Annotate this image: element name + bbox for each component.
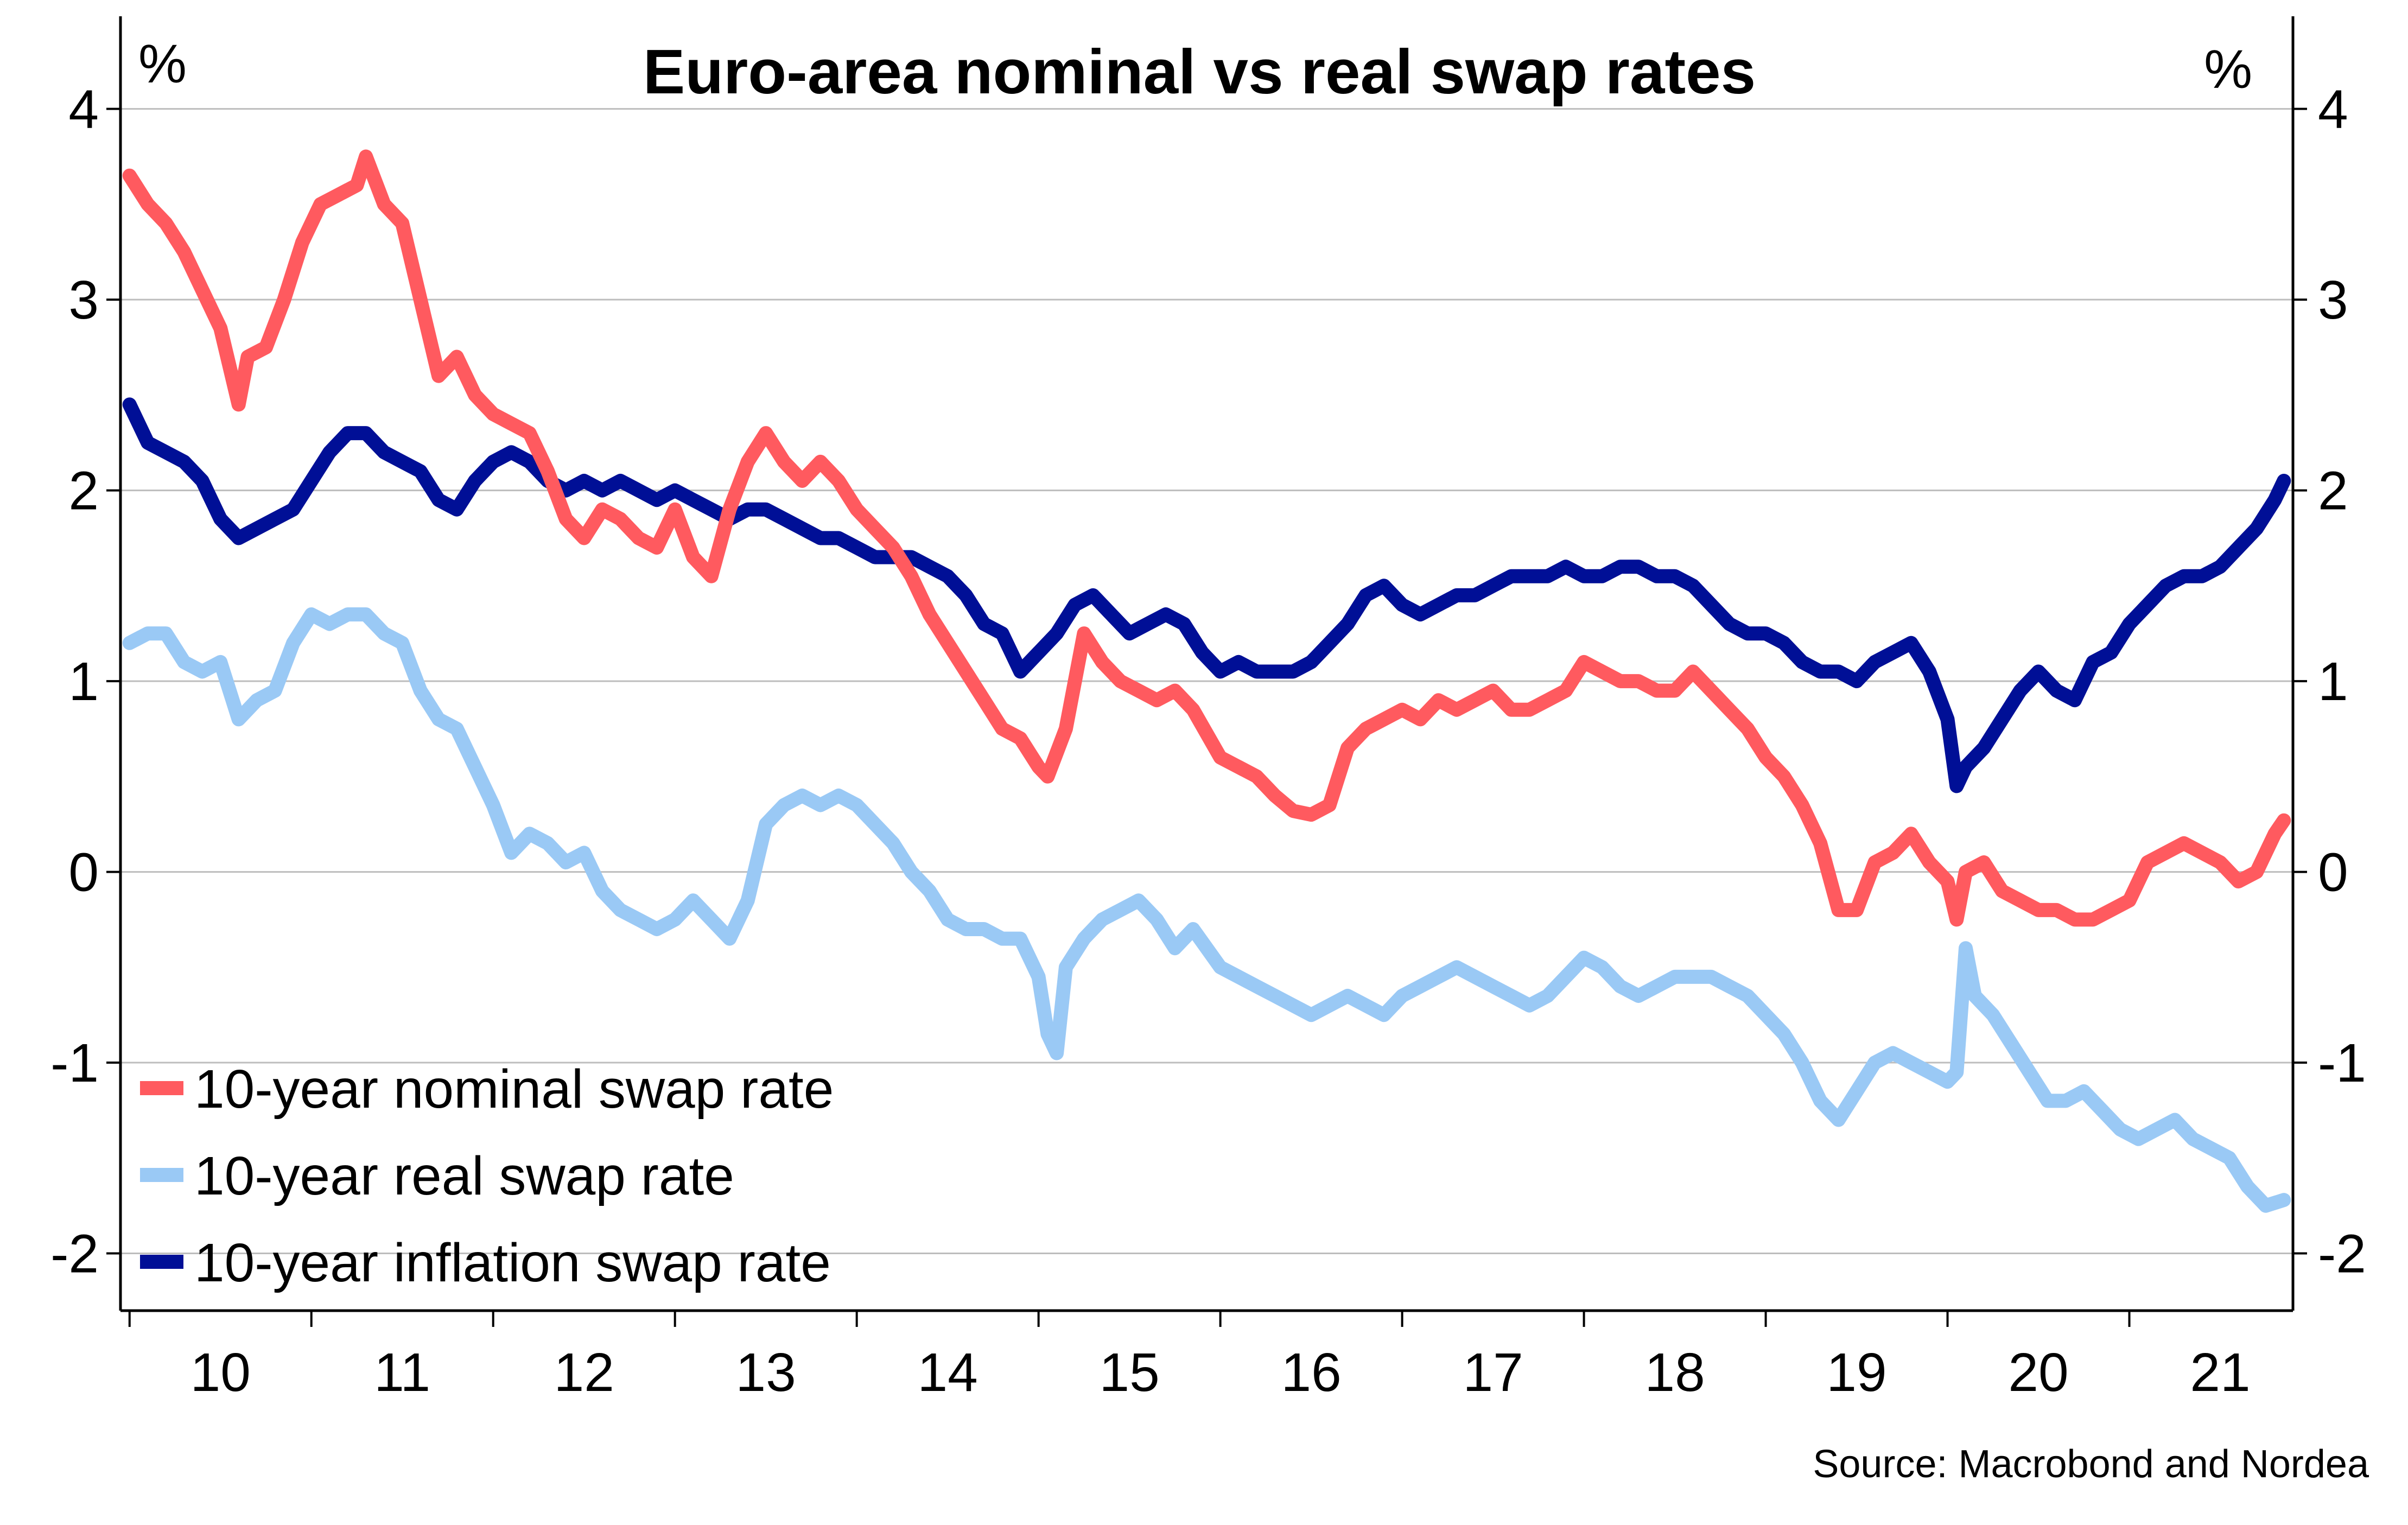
- axes: -2 -2-1 -10 01 12 23 34 410 11 12 13 14 15 16 17 18 19 20…: [50, 16, 2366, 1403]
- y-tick-label-left: 3: [68, 270, 99, 331]
- y-tick-label-left: 0: [68, 842, 99, 903]
- y-tick-label-left: 4: [68, 79, 99, 140]
- x-tick-label: 19: [1826, 1342, 1886, 1403]
- y-tick-label-right: 1: [2318, 651, 2348, 712]
- x-tick-label: 20: [2008, 1342, 2068, 1403]
- series-line-1: [122, 607, 2291, 1213]
- x-tick-label: 21: [2190, 1342, 2250, 1403]
- series-line-2: [122, 397, 2291, 793]
- y-axis-unit-left: %: [138, 34, 187, 94]
- legend-label-0: 10-year nominal swap rate: [194, 1059, 834, 1120]
- legend-label-2: 10-year inflation swap rate: [194, 1232, 831, 1293]
- y-tick-label-right: 4: [2318, 79, 2348, 140]
- series-lines: [122, 149, 2291, 1213]
- y-tick-label-left: 1: [68, 651, 99, 712]
- x-tick-label: 13: [736, 1342, 796, 1403]
- x-tick-label: 17: [1463, 1342, 1523, 1403]
- source-note: Source: Macrobond and Nordea: [1813, 1443, 2369, 1486]
- y-tick-label-right: -2: [2318, 1224, 2366, 1285]
- x-tick-label: 15: [1100, 1342, 1160, 1403]
- y-axis-unit-right: %: [2204, 39, 2252, 100]
- x-tick-label: 18: [1644, 1342, 1705, 1403]
- x-tick-label: 12: [554, 1342, 614, 1403]
- series-line-0: [122, 149, 2291, 927]
- chart-title: Euro-area nominal vs real swap rates: [643, 36, 1756, 107]
- y-tick-label-right: -1: [2318, 1033, 2366, 1094]
- legend: 10-year nominal swap rate 10-year real sw…: [140, 1059, 834, 1293]
- gridlines: [120, 108, 2293, 1255]
- y-tick-label-left: -1: [50, 1033, 99, 1094]
- legend-label-1: 10-year real swap rate: [194, 1146, 734, 1206]
- y-tick-label-left: -2: [50, 1224, 99, 1285]
- x-tick-label: 16: [1281, 1342, 1341, 1403]
- y-tick-label-right: 3: [2318, 270, 2348, 331]
- y-tick-label-left: 2: [68, 461, 99, 522]
- y-tick-label-right: 0: [2318, 842, 2348, 903]
- x-tick-label: 11: [374, 1342, 430, 1403]
- x-tick-label: 14: [918, 1342, 978, 1403]
- x-tick-label: 10: [190, 1342, 251, 1403]
- y-tick-label-right: 2: [2318, 461, 2348, 522]
